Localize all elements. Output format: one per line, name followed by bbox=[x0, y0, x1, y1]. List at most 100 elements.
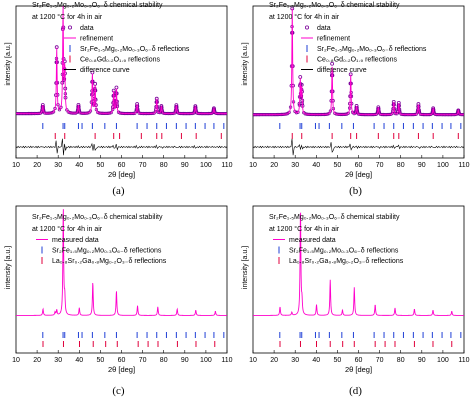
x-tick-label: 100 bbox=[437, 162, 449, 169]
data-point bbox=[327, 111, 331, 116]
chart-title-line: at 1200 °C for 4h in air bbox=[32, 225, 103, 233]
data-point bbox=[51, 110, 56, 114]
y-axis-label: intensity [a.u.] bbox=[5, 42, 12, 85]
x-tick-label: 40 bbox=[312, 357, 320, 364]
x-tick-label: 110 bbox=[221, 357, 232, 364]
x-axis-label: 2θ [deg] bbox=[345, 170, 372, 179]
x-tick-label: 100 bbox=[200, 357, 212, 364]
chart-a-svg: 10 20 30 40 50 60 70 80 90 100 110 2θ [deg] intensit… bbox=[5, 2, 233, 179]
legend-label: La₀.₈Sr₀.₂Ga₀.₈Mg₀.₂O₃₋δ reflections bbox=[289, 258, 404, 265]
x-tick-label: 80 bbox=[397, 162, 405, 169]
data-point bbox=[296, 110, 300, 114]
legend-label: refinement bbox=[80, 36, 113, 43]
data-point bbox=[96, 110, 100, 115]
chart-panel-c: 10 20 30 40 50 60 70 80 90 100 110 2θ [deg] intensit… bbox=[0, 201, 237, 402]
x-tick-label: 30 bbox=[291, 162, 299, 169]
legend-marker-data bbox=[68, 25, 73, 30]
x-tick-label: 100 bbox=[437, 357, 449, 364]
data-point bbox=[330, 61, 335, 66]
x-tick-label: 50 bbox=[97, 162, 105, 169]
x-tick-label: 80 bbox=[160, 357, 168, 364]
chart-panel-b: 10 20 30 40 50 60 70 80 90 100 110 2θ [deg] intensit… bbox=[237, 0, 474, 201]
x-axis-label: 2θ [deg] bbox=[345, 365, 372, 374]
chart-title-line: at 1200 °C for 4h in air bbox=[269, 225, 340, 233]
plot-area bbox=[253, 6, 464, 156]
x-tick-label: 40 bbox=[312, 162, 320, 169]
refinement-curve bbox=[16, 6, 227, 115]
plot-area bbox=[16, 209, 227, 316]
legend-marker-data bbox=[305, 25, 310, 30]
x-tick-label: 110 bbox=[221, 162, 232, 169]
chart-title-line: Sr₂Fe₁.₅Mg₀.₂Mo₀.₃O₆₋δ chemical stabilit… bbox=[269, 214, 400, 221]
x-tick-label: 60 bbox=[355, 357, 363, 364]
y-axis-label: intensity [a.u.] bbox=[5, 246, 12, 289]
x-axis-label: 2θ [deg] bbox=[108, 170, 135, 179]
legend-label: data bbox=[80, 25, 94, 32]
x-tick-label: 110 bbox=[458, 357, 469, 364]
legend-label: difference curve bbox=[317, 67, 367, 74]
y-axis-label: intensity [a.u.] bbox=[242, 42, 249, 85]
chart-title-line: Sr₂Fe₁.₅Mg₀.₂Mo₀.₃O₆₋δ chemical stabilit… bbox=[269, 2, 400, 9]
chart-title-line: Sr₂Fe₁.₅Mg₀.₂Mo₀.₃O₆₋δ chemical stabilit… bbox=[32, 214, 163, 221]
x-tick-label: 60 bbox=[118, 162, 126, 169]
data-point bbox=[93, 81, 98, 86]
data-point bbox=[109, 110, 113, 115]
chart-c-svg: 10 20 30 40 50 60 70 80 90 100 110 2θ [deg] intensit… bbox=[5, 205, 233, 374]
difference-curve bbox=[253, 138, 464, 156]
data-point bbox=[346, 111, 350, 115]
x-tick-label: 30 bbox=[54, 357, 62, 364]
data-point bbox=[57, 108, 62, 112]
x-tick-label: 70 bbox=[139, 357, 147, 364]
x-tick-label: 30 bbox=[291, 357, 299, 364]
x-axis-label: 2θ [deg] bbox=[108, 365, 135, 374]
plot-area bbox=[16, 6, 227, 156]
legend-label: measured data bbox=[52, 237, 99, 244]
x-tick-label: 60 bbox=[118, 357, 126, 364]
data-point bbox=[287, 110, 291, 115]
legend-label: data bbox=[317, 25, 331, 32]
chart-b-svg: 10 20 30 40 50 60 70 80 90 100 110 2θ [deg] intensit… bbox=[242, 2, 470, 179]
y-axis-label: intensity [a.u.] bbox=[242, 246, 249, 289]
x-tick-label: 50 bbox=[334, 162, 342, 169]
x-tick-label: 20 bbox=[33, 162, 41, 169]
x-tick-label: 80 bbox=[160, 162, 168, 169]
legend-label: La₀.₈Sr₀.₂Ga₀.₈Mg₀.₂O₃₋δ reflections bbox=[52, 258, 167, 265]
chart-title-line: at 1200 °C for 4h in air bbox=[269, 13, 340, 21]
caption-c: (c) bbox=[112, 385, 125, 397]
legend-label: measured data bbox=[289, 237, 336, 244]
measured-data-curve bbox=[253, 212, 464, 316]
legend-label: Sr₂Fe₁.₅Mg₀.₂Mo₀.₃O₆₋δ reflections bbox=[80, 46, 190, 53]
measured-data-curve bbox=[16, 209, 227, 316]
x-tick-label: 70 bbox=[139, 162, 147, 169]
x-tick-label: 30 bbox=[54, 162, 62, 169]
legend-label: refinement bbox=[317, 36, 350, 43]
x-tick-label: 90 bbox=[418, 162, 426, 169]
x-tick-label: 70 bbox=[376, 357, 384, 364]
chart-title-line: Sr₂Fe₁.₅Mg₀.₂Mo₀.₃O₆₋δ chemical stabilit… bbox=[32, 2, 163, 9]
x-tick-label: 60 bbox=[355, 162, 363, 169]
x-tick-label: 70 bbox=[376, 162, 384, 169]
x-tick-label: 110 bbox=[458, 162, 469, 169]
caption-b: (b) bbox=[349, 185, 362, 197]
x-tick-label: 20 bbox=[270, 162, 278, 169]
difference-curve bbox=[16, 138, 227, 156]
plot-frame bbox=[252, 5, 465, 159]
legend-label: Ce₀.₈Gd₀.₂O₁.₉ reflections bbox=[80, 57, 160, 64]
x-tick-label: 90 bbox=[418, 357, 426, 364]
legend-label: Sr₂Fe₁.₅Mg₀.₂Mo₀.₃O₆₋δ reflections bbox=[52, 248, 162, 255]
refinement-curve bbox=[253, 8, 464, 116]
x-tick-label: 20 bbox=[33, 357, 41, 364]
legend-label: Ce₀.₈Gd₀.₂O₁.₉ reflections bbox=[317, 57, 397, 64]
chart-d-svg: 10 20 30 40 50 60 70 80 90 100 110 2θ [deg] intensit… bbox=[242, 205, 470, 374]
x-tick-label: 50 bbox=[334, 357, 342, 364]
x-tick-label: 40 bbox=[75, 162, 83, 169]
chart-panel-d: 10 20 30 40 50 60 70 80 90 100 110 2θ [deg] intensit… bbox=[237, 201, 474, 402]
x-tick-label: 100 bbox=[200, 162, 212, 169]
x-tick-label: 10 bbox=[12, 162, 20, 169]
chart-title-line: at 1200 °C for 4h in air bbox=[32, 13, 103, 21]
x-tick-label: 10 bbox=[249, 357, 257, 364]
legend-label: Sr₂Fe₁.₅Mg₀.₂Mo₀.₃O₆₋δ reflections bbox=[289, 248, 399, 255]
x-tick-label: 80 bbox=[397, 357, 405, 364]
x-tick-label: 90 bbox=[181, 162, 189, 169]
caption-a: (a) bbox=[112, 185, 125, 197]
